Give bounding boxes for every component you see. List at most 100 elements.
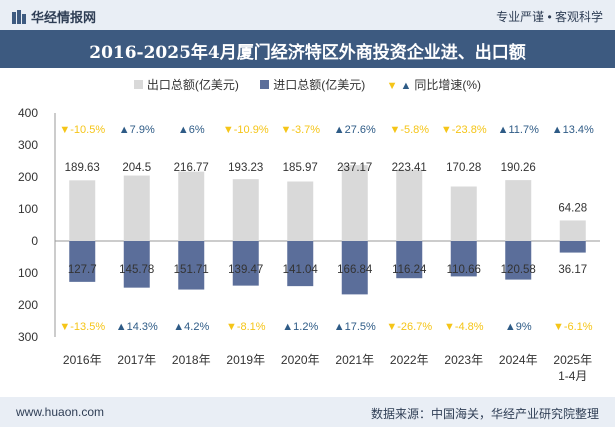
x-tick-label: 2023年 <box>444 353 483 367</box>
import-bar <box>559 241 586 253</box>
export-growth-label: ▲7.9% <box>119 124 155 136</box>
footer-source: 数据来源：中国海关，华经产业研究院整理 <box>370 407 599 421</box>
import-growth-label: ▲14.3% <box>116 321 158 333</box>
import-value-label: 36.17 <box>558 264 587 276</box>
chart-title: 2016-2025年4月厦门经济特区外商投资企业进、出口额 <box>89 43 526 63</box>
import-bar <box>396 241 423 279</box>
legend-import-swatch <box>260 80 270 89</box>
import-growth-label: ▼-8.1% <box>226 321 266 333</box>
import-growth-label: ▲17.5% <box>334 321 376 333</box>
y-tick-label: 400 <box>18 106 38 120</box>
x-tick-label: 2025年 <box>553 353 592 367</box>
import-value-label: 127.7 <box>68 264 97 276</box>
import-growth-label: ▼-26.7% <box>386 321 432 333</box>
export-value-label: 170.28 <box>446 162 481 174</box>
brand-name: 华经情报网 <box>31 10 97 25</box>
export-growth-label: ▲11.7% <box>498 124 539 136</box>
import-value-label: 166.84 <box>337 264 373 276</box>
export-bar <box>178 171 205 241</box>
export-value-label: 64.28 <box>558 202 587 214</box>
import-growth-label: ▲4.2% <box>173 321 209 333</box>
top-bar: 华经情报网 专业严谨 • 客观科学 <box>0 0 615 30</box>
export-bar <box>123 175 150 241</box>
legend-export-label: 出口总额(亿美元) <box>146 78 239 92</box>
export-growth-label: ▼-10.5% <box>59 124 105 136</box>
x-tick-label: 2020年 <box>281 353 320 367</box>
import-bar <box>123 241 150 288</box>
x-tick-label: 2024年 <box>499 353 538 367</box>
export-bar <box>69 180 96 241</box>
export-bar <box>232 179 259 241</box>
x-tick-label: 2021年 <box>335 353 374 367</box>
y-tick-label: 100 <box>18 202 38 216</box>
import-bar <box>505 241 532 280</box>
export-bar <box>396 169 423 241</box>
x-tick-label: 2018年 <box>172 353 211 367</box>
y-tick-label: 200 <box>18 170 38 184</box>
y-tick-label: 0 <box>31 234 38 248</box>
import-bar <box>287 241 314 287</box>
export-growth-label: ▲13.4% <box>552 124 594 136</box>
export-value-label: 237.17 <box>337 162 372 174</box>
legend-import-label: 进口总额(亿美元) <box>273 78 366 92</box>
import-growth-label: ▼-13.5% <box>59 321 105 333</box>
export-growth-label: ▲6% <box>178 124 205 136</box>
export-growth-label: ▲27.6% <box>334 124 376 136</box>
x-tick-label-sub: 1-4月 <box>558 369 587 383</box>
import-bar <box>69 241 96 282</box>
x-tick-label: 2017年 <box>117 353 156 367</box>
export-growth-label: ▼-3.7% <box>280 124 320 136</box>
legend: 出口总额(亿美元) 进口总额(亿美元) ▼ ▲ 同比增速(%) <box>0 76 615 93</box>
import-value-label: 110.66 <box>447 264 481 276</box>
brand-logo-icon <box>12 10 26 24</box>
export-value-label: 216.77 <box>174 162 209 174</box>
x-tick-label: 2022年 <box>390 353 429 367</box>
export-bar <box>450 186 477 241</box>
import-value-label: 151.71 <box>174 264 209 276</box>
import-value-label: 120.58 <box>501 264 536 276</box>
export-value-label: 193.23 <box>228 162 263 174</box>
import-bar <box>232 241 259 286</box>
legend-growth-label: 同比增速(%) <box>414 78 482 92</box>
export-value-label: 223.41 <box>392 162 427 174</box>
export-growth-label: ▼-10.9% <box>223 124 269 136</box>
export-value-label: 204.5 <box>122 162 151 174</box>
footer: www.huaon.com 数据来源：中国海关，华经产业研究院整理 <box>0 397 615 427</box>
legend-export-swatch <box>133 80 143 89</box>
legend-export: 出口总额(亿美元) <box>133 76 239 93</box>
brand: 华经情报网 <box>12 7 96 26</box>
legend-growth: ▼ ▲ 同比增速(%) <box>387 76 481 93</box>
export-value-label: 185.97 <box>283 162 318 174</box>
import-bar <box>341 241 368 295</box>
legend-import: 进口总额(亿美元) <box>260 76 365 93</box>
export-bar <box>287 181 314 241</box>
x-tick-label: 2019年 <box>226 353 265 367</box>
y-tick-label: 300 <box>18 330 38 344</box>
import-growth-label: ▲9% <box>505 321 532 333</box>
import-growth-label: ▼-6.1% <box>553 321 593 333</box>
import-bar <box>178 241 205 290</box>
export-bar <box>341 165 368 241</box>
import-value-label: 145.78 <box>119 264 154 276</box>
export-value-label: 190.26 <box>501 162 536 174</box>
up-triangle-icon: ▲ <box>400 80 412 92</box>
export-growth-label: ▼-5.8% <box>389 124 429 136</box>
down-triangle-icon: ▼ <box>386 80 398 92</box>
import-value-label: 139.47 <box>228 264 263 276</box>
x-tick-label: 2016年 <box>63 353 102 367</box>
import-value-label: 141.04 <box>283 264 319 276</box>
import-value-label: 116.24 <box>392 264 427 276</box>
y-tick-label: 200 <box>18 298 38 312</box>
export-growth-label: ▼-23.8% <box>441 124 487 136</box>
import-growth-label: ▲1.2% <box>282 321 318 333</box>
y-tick-label: 300 <box>18 138 38 152</box>
y-tick-label: 100 <box>18 266 38 280</box>
export-bar <box>559 220 586 241</box>
import-growth-label: ▼-4.8% <box>444 321 484 333</box>
slogan: 专业严谨 • 客观科学 <box>496 10 603 24</box>
export-bar <box>505 180 532 241</box>
export-value-label: 189.63 <box>65 162 100 174</box>
import-bar <box>450 241 477 277</box>
